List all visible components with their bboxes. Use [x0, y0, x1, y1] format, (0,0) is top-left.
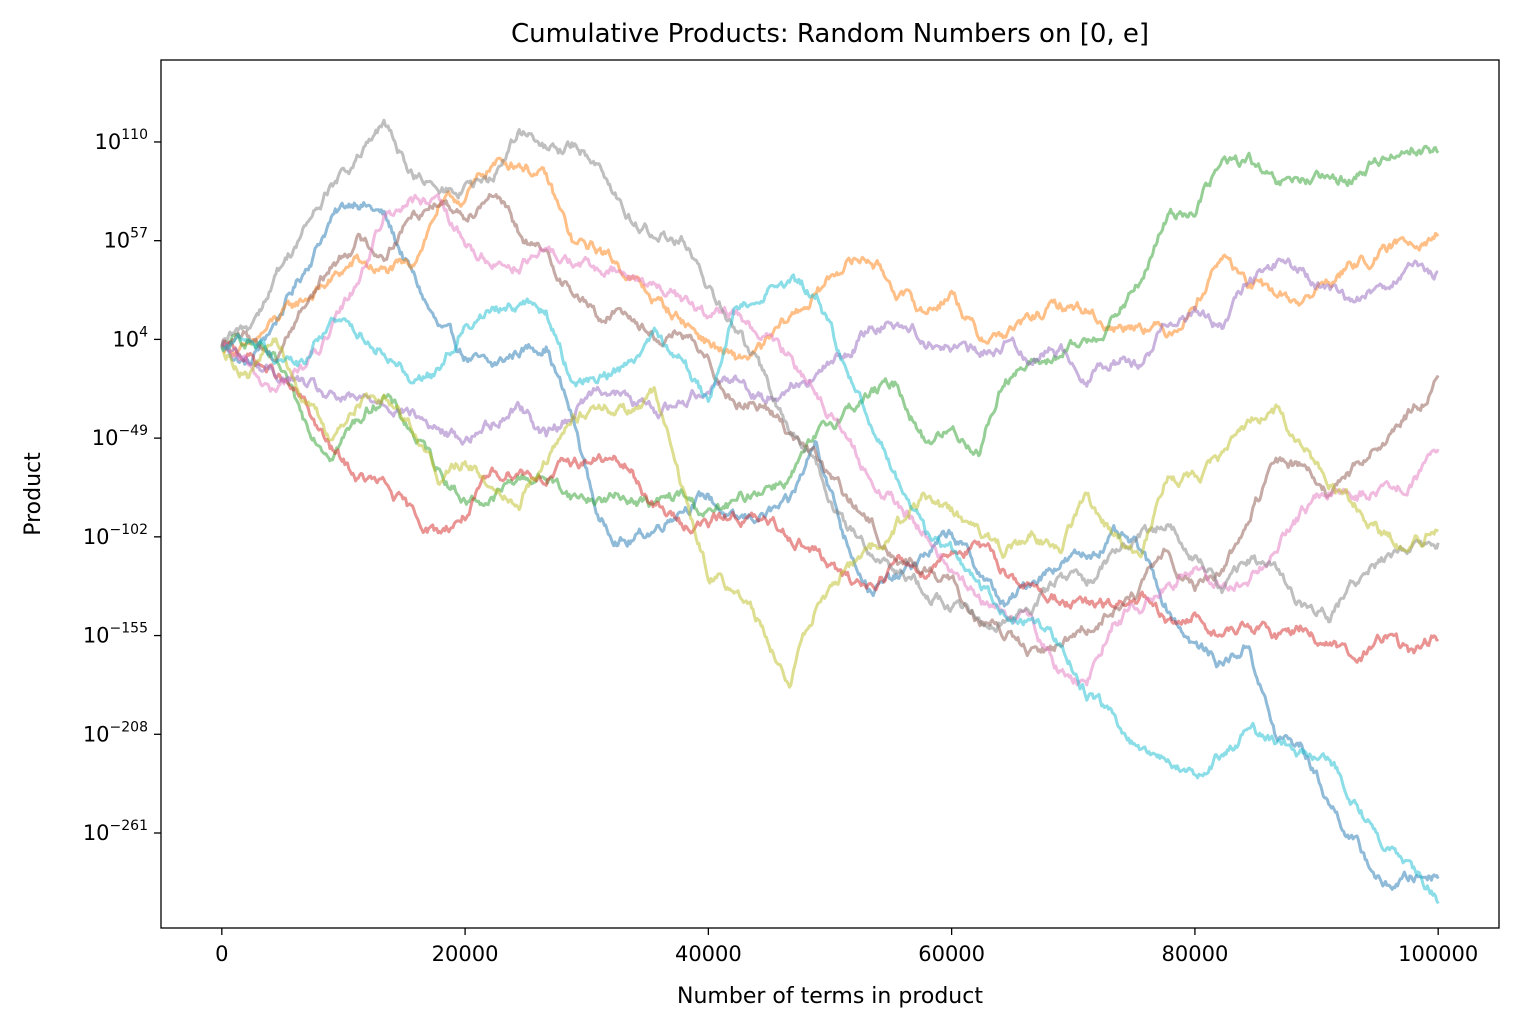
- chart-title: Cumulative Products: Random Numbers on […: [511, 19, 1149, 49]
- x-tick-label: 20000: [432, 942, 499, 966]
- y-tick-label: 10−261: [83, 818, 148, 845]
- series-line-3: [220, 144, 1440, 518]
- series-line-2: [220, 156, 1440, 361]
- x-axis-label: Number of terms in product: [677, 984, 983, 1009]
- y-tick-base: 10: [103, 229, 130, 253]
- y-tick-label: 10−155: [83, 621, 148, 648]
- series-layer: [220, 118, 1440, 905]
- plot-frame: [160, 59, 1500, 929]
- y-tick-base: 10: [83, 624, 110, 648]
- x-tick-label: 0: [215, 942, 228, 966]
- y-tick-exponent: −261: [110, 818, 148, 834]
- y-tick-exponent: −208: [110, 719, 148, 735]
- y-tick-base: 10: [83, 525, 110, 549]
- y-axis: 10110105710410−4910−10210−15510−20810−26…: [83, 127, 161, 845]
- y-tick-label: 1057: [103, 226, 148, 253]
- y-tick-base: 10: [95, 130, 122, 154]
- y-tick-exponent: 110: [121, 127, 148, 143]
- y-tick-exponent: −155: [110, 621, 148, 637]
- series-line-6: [221, 193, 1440, 658]
- y-tick-label: 10−208: [83, 719, 148, 746]
- y-axis-label: Product: [21, 452, 46, 536]
- y-tick-base: 10: [112, 327, 139, 351]
- x-axis: 0 20000 40000 60000 80000 100000: [215, 928, 1478, 966]
- y-tick-base: 10: [92, 426, 119, 450]
- series-line-1: [220, 201, 1440, 891]
- y-tick-label: 10110: [95, 127, 148, 154]
- y-tick-exponent: 57: [130, 226, 148, 242]
- series-line-5: [220, 257, 1439, 446]
- series-line-4: [220, 339, 1440, 664]
- y-tick-label: 10−102: [83, 522, 148, 549]
- x-tick-label: 80000: [1162, 942, 1229, 966]
- y-tick-exponent: −49: [118, 423, 148, 439]
- y-tick-base: 10: [83, 821, 110, 845]
- y-tick-label: 10−49: [92, 423, 148, 450]
- x-tick-label: 60000: [918, 942, 985, 966]
- x-tick-label: 40000: [675, 942, 742, 966]
- series-line-9: [220, 337, 1440, 689]
- y-tick-exponent: 4: [139, 324, 148, 340]
- y-tick-label: 104: [112, 324, 148, 351]
- y-tick-exponent: −102: [110, 522, 148, 538]
- x-tick-label: 100000: [1398, 942, 1478, 966]
- series-line-10: [220, 273, 1440, 905]
- series-line-8: [220, 118, 1440, 633]
- y-tick-base: 10: [83, 722, 110, 746]
- series-line-7: [220, 192, 1440, 687]
